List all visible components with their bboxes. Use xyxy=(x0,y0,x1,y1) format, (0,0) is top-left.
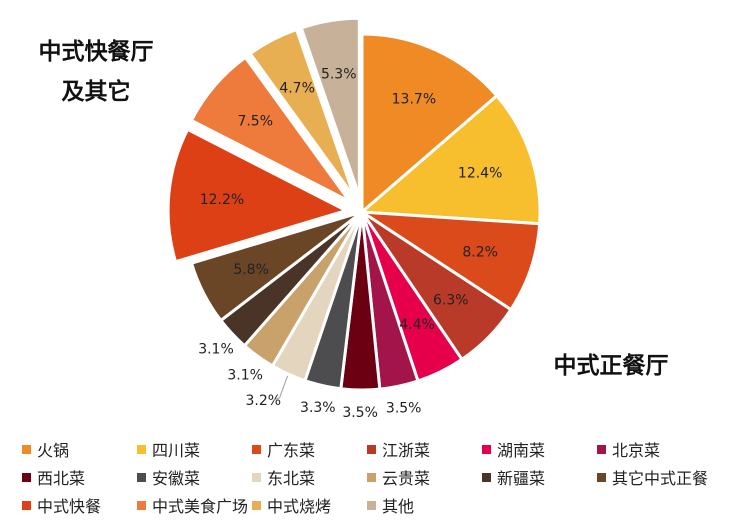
value-label-15: 4.7% xyxy=(279,80,315,96)
legend-item-3: 广东菜 xyxy=(252,438,367,460)
legend-swatch-10 xyxy=(367,472,376,482)
value-label-4: 6.3% xyxy=(433,292,469,308)
legend-label-6: 北京菜 xyxy=(612,441,661,460)
legend-label-10: 云贵菜 xyxy=(382,469,431,488)
legend-swatch-15 xyxy=(252,500,261,510)
legend-item-5: 湖南菜 xyxy=(482,438,597,460)
legend-label-2: 四川菜 xyxy=(152,441,201,460)
legend-swatch-5 xyxy=(482,444,491,454)
legend-label-14: 中式美食广场 xyxy=(152,497,249,516)
value-label-2: 12.4% xyxy=(458,165,502,181)
legend-item-9: 东北菜 xyxy=(252,466,367,488)
legend-item-7: 西北菜 xyxy=(22,466,137,488)
legend-label-1: 火锅 xyxy=(37,441,70,460)
pie-slices xyxy=(166,16,542,392)
value-label-3: 8.2% xyxy=(462,245,498,261)
legend-swatch-12 xyxy=(597,472,606,482)
legend-item-11: 新疆菜 xyxy=(482,466,597,488)
legend-swatch-3 xyxy=(252,444,261,454)
value-label-7: 3.5% xyxy=(342,405,378,421)
value-label-8: 3.3% xyxy=(300,400,336,416)
value-label-14: 7.5% xyxy=(237,114,273,130)
pie-slice-13 xyxy=(166,127,351,264)
legend-label-11: 新疆菜 xyxy=(497,469,546,488)
legend-label-8: 安徽菜 xyxy=(152,469,201,488)
value-label-16: 5.3% xyxy=(321,66,357,82)
legend-item-4: 江浙菜 xyxy=(367,438,482,460)
legend-item-10: 云贵菜 xyxy=(367,466,482,488)
legend-swatch-2 xyxy=(137,444,146,454)
legend-label-5: 湖南菜 xyxy=(497,441,546,460)
legend-swatch-9 xyxy=(252,472,261,482)
group-label-fast-food: 中式快餐厅 及其它 xyxy=(22,32,170,112)
legend-swatch-4 xyxy=(367,444,376,454)
legend-label-7: 西北菜 xyxy=(37,469,86,488)
legend-swatch-6 xyxy=(597,444,606,454)
legend-label-4: 江浙菜 xyxy=(382,441,431,460)
legend-swatch-16 xyxy=(367,500,376,510)
legend-item-13: 中式快餐 xyxy=(22,494,137,516)
legend-label-12: 其它中式正餐 xyxy=(612,469,709,488)
value-label-1: 13.7% xyxy=(392,92,436,108)
pie-slice-12 xyxy=(189,210,363,323)
legend-swatch-8 xyxy=(137,472,146,482)
legend-swatch-11 xyxy=(482,472,491,482)
legend-item-16: 其他 xyxy=(367,494,482,516)
legend-label-9: 东北菜 xyxy=(267,469,316,488)
value-label-10: 3.1% xyxy=(227,367,263,383)
legend-item-15: 中式烧烤 xyxy=(252,494,367,516)
legend-label-16: 其他 xyxy=(382,497,415,516)
value-label-5: 4.4% xyxy=(399,317,435,333)
pie-value-labels: 13.7% 12.4% 8.2% 6.3% 4.4% 3.5% 3.5% 3.3% 3.2% 3.… xyxy=(198,66,502,421)
pie-slice-3 xyxy=(356,210,542,312)
group-label-fast-food-line1: 中式快餐厅 xyxy=(38,39,154,65)
legend-swatch-13 xyxy=(22,500,31,510)
value-label-9: 3.2% xyxy=(245,393,281,409)
leader-line-3-2 xyxy=(273,375,289,401)
legend-item-14: 中式美食广场 xyxy=(137,494,252,516)
legend-label-15: 中式烧烤 xyxy=(267,497,332,516)
value-label-6: 3.5% xyxy=(386,401,422,417)
value-label-12: 5.8% xyxy=(233,262,269,278)
pie-slice-15 xyxy=(248,27,357,199)
value-label-11: 3.1% xyxy=(198,342,234,358)
legend-item-8: 安徽菜 xyxy=(137,466,252,488)
pie-slice-16 xyxy=(299,16,361,197)
pie-slice-2 xyxy=(358,93,542,226)
value-label-13: 12.2% xyxy=(200,192,244,208)
legend-label-3: 广东菜 xyxy=(267,441,316,460)
group-label-fast-food-line2: 及其它 xyxy=(61,79,131,105)
legend-swatch-7 xyxy=(22,472,31,482)
legend-item-2: 四川菜 xyxy=(137,438,252,460)
group-label-formal: 中式正餐厅 xyxy=(553,353,669,379)
pie-slice-1 xyxy=(360,32,499,216)
legend-swatch-14 xyxy=(137,500,146,510)
legend-item-1: 火锅 xyxy=(22,438,137,460)
legend-swatch-1 xyxy=(22,444,31,454)
legend-label-13: 中式快餐 xyxy=(37,497,102,516)
pie-slice-14 xyxy=(189,55,352,203)
legend-item-12: 其它中式正餐 xyxy=(597,466,737,488)
legend-item-6: 北京菜 xyxy=(597,438,737,460)
